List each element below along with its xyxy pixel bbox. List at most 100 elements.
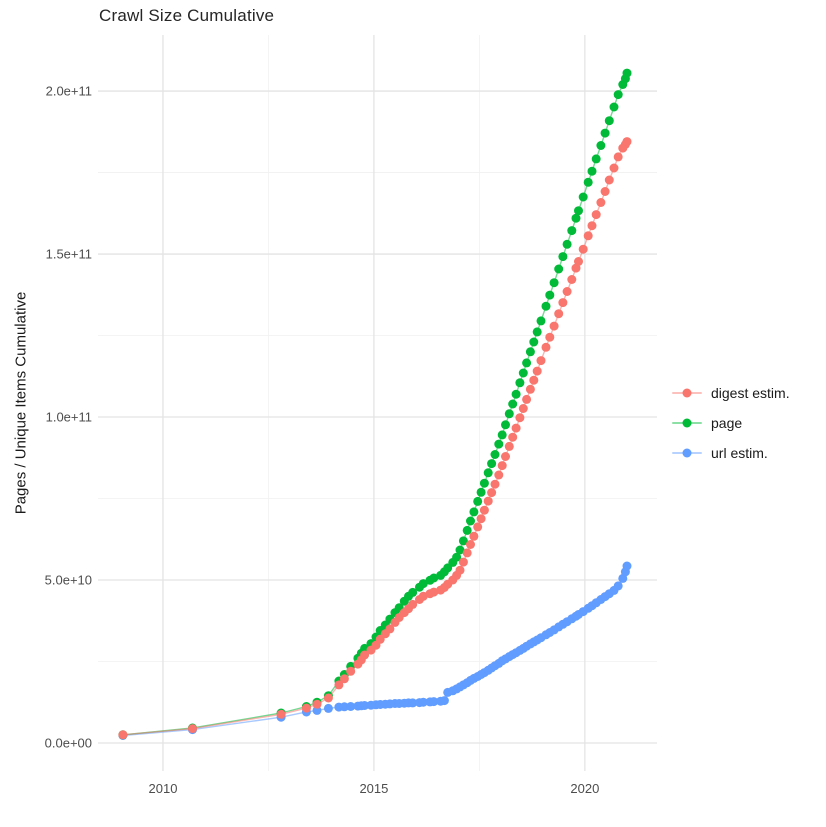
- data-point-digest-estim: [525, 384, 535, 394]
- data-point-digest-estim: [473, 522, 483, 532]
- data-point-digest-estim: [455, 565, 465, 575]
- data-point-url-estim: [346, 702, 356, 711]
- data-point-page: [487, 459, 497, 469]
- legend-label: digest estim.: [711, 385, 790, 401]
- data-point-page: [429, 573, 439, 583]
- data-point-digest-estim: [334, 680, 344, 690]
- data-point-page: [408, 587, 418, 597]
- data-point-page: [501, 420, 510, 430]
- data-point-page: [536, 316, 546, 326]
- data-point-page: [541, 301, 551, 311]
- legend-label: url estim.: [711, 445, 768, 461]
- data-point-digest-estim: [494, 470, 504, 480]
- data-point-digest-estim: [541, 342, 551, 352]
- data-point-digest-estim: [118, 730, 128, 740]
- data-point-digest-estim: [558, 298, 568, 308]
- data-point-digest-estim: [613, 152, 623, 162]
- data-point-url-estim: [429, 697, 439, 707]
- data-point-page: [587, 166, 597, 176]
- data-point-digest-estim: [385, 624, 395, 634]
- data-point-digest-estim: [497, 461, 507, 471]
- data-point-page: [578, 192, 588, 202]
- data-point-page: [518, 368, 528, 378]
- x-tick-label: 2020: [570, 781, 599, 796]
- data-point-url-estim: [418, 697, 428, 707]
- data-point-page: [497, 430, 507, 440]
- data-point-url-estim: [323, 703, 333, 713]
- data-point-digest-estim: [578, 244, 588, 254]
- data-point-digest-estim: [545, 332, 555, 342]
- data-point-digest-estim: [562, 287, 572, 296]
- data-point-digest-estim: [604, 175, 614, 185]
- legend-item-url-estim[interactable]: url estim.: [672, 438, 790, 468]
- data-point-page: [458, 536, 468, 546]
- data-point-url-estim: [439, 696, 449, 706]
- data-point-digest-estim: [490, 479, 500, 489]
- data-point-digest-estim: [487, 488, 497, 498]
- data-point-page: [490, 450, 500, 459]
- data-point-digest-estim: [609, 163, 619, 173]
- data-point-page: [591, 154, 601, 164]
- data-point-page: [479, 478, 489, 488]
- data-point-digest-estim: [429, 587, 439, 597]
- data-point-digest-estim: [458, 557, 468, 567]
- data-point-digest-estim: [501, 452, 510, 461]
- data-point-page: [583, 177, 593, 187]
- data-point-page: [567, 226, 577, 236]
- data-point-digest-estim: [518, 404, 528, 413]
- data-point-digest-estim: [408, 599, 418, 609]
- data-point-digest-estim: [591, 210, 601, 220]
- data-point-page: [462, 525, 472, 535]
- data-point-digest-estim: [188, 724, 197, 734]
- data-point-page: [476, 487, 486, 497]
- data-point-page: [455, 545, 465, 555]
- data-point-digest-estim: [469, 531, 479, 541]
- x-tick-label: 2010: [149, 781, 178, 796]
- legend-key-url-icon: [672, 447, 702, 459]
- data-point-page: [469, 507, 479, 517]
- data-point-page: [574, 206, 583, 216]
- data-point-page: [622, 68, 632, 78]
- data-point-page: [473, 496, 483, 506]
- data-point-page: [418, 579, 428, 589]
- chart-title: Crawl Size Cumulative: [99, 6, 275, 25]
- data-point-page: [549, 278, 559, 288]
- y-tick-label: 1.0e+11: [46, 410, 92, 425]
- data-point-url-estim: [312, 705, 322, 715]
- data-point-page: [545, 290, 555, 300]
- y-tick-label: 1.5e+11: [46, 247, 92, 262]
- data-point-page: [558, 252, 568, 262]
- data-point-digest-estim: [587, 221, 597, 231]
- data-point-digest-estim: [323, 693, 333, 703]
- data-point-page: [609, 102, 619, 112]
- legend-item-digest-estim[interactable]: digest estim.: [672, 378, 790, 408]
- data-point-page: [483, 468, 493, 478]
- legend-key-digest-icon: [672, 387, 702, 399]
- data-point-digest-estim: [301, 703, 311, 713]
- data-point-digest-estim: [504, 441, 514, 451]
- y-axis-title: Pages / Unique Items Cumulative: [12, 291, 30, 515]
- legend-item-page[interactable]: page: [672, 408, 790, 438]
- data-point-digest-estim: [536, 356, 546, 366]
- data-point-digest-estim: [508, 432, 518, 442]
- data-point-page: [452, 552, 462, 562]
- data-point-url-estim: [613, 581, 623, 591]
- data-point-page: [554, 264, 564, 274]
- data-point-digest-estim: [462, 548, 472, 558]
- data-point-page: [466, 516, 475, 526]
- data-point-digest-estim: [567, 275, 577, 284]
- legend-key-page-icon: [672, 417, 702, 429]
- data-point-page: [571, 213, 581, 223]
- data-point-digest-estim: [312, 699, 322, 709]
- data-point-page: [529, 337, 539, 347]
- data-point-page: [596, 141, 606, 150]
- data-point-page: [562, 239, 572, 249]
- data-point-digest-estim: [483, 496, 493, 506]
- data-point-page: [494, 439, 504, 449]
- data-point-page: [525, 347, 535, 357]
- data-point-digest-estim: [574, 257, 583, 266]
- data-point-digest-estim: [583, 231, 593, 241]
- data-point-digest-estim: [476, 514, 486, 524]
- data-point-page: [522, 358, 532, 368]
